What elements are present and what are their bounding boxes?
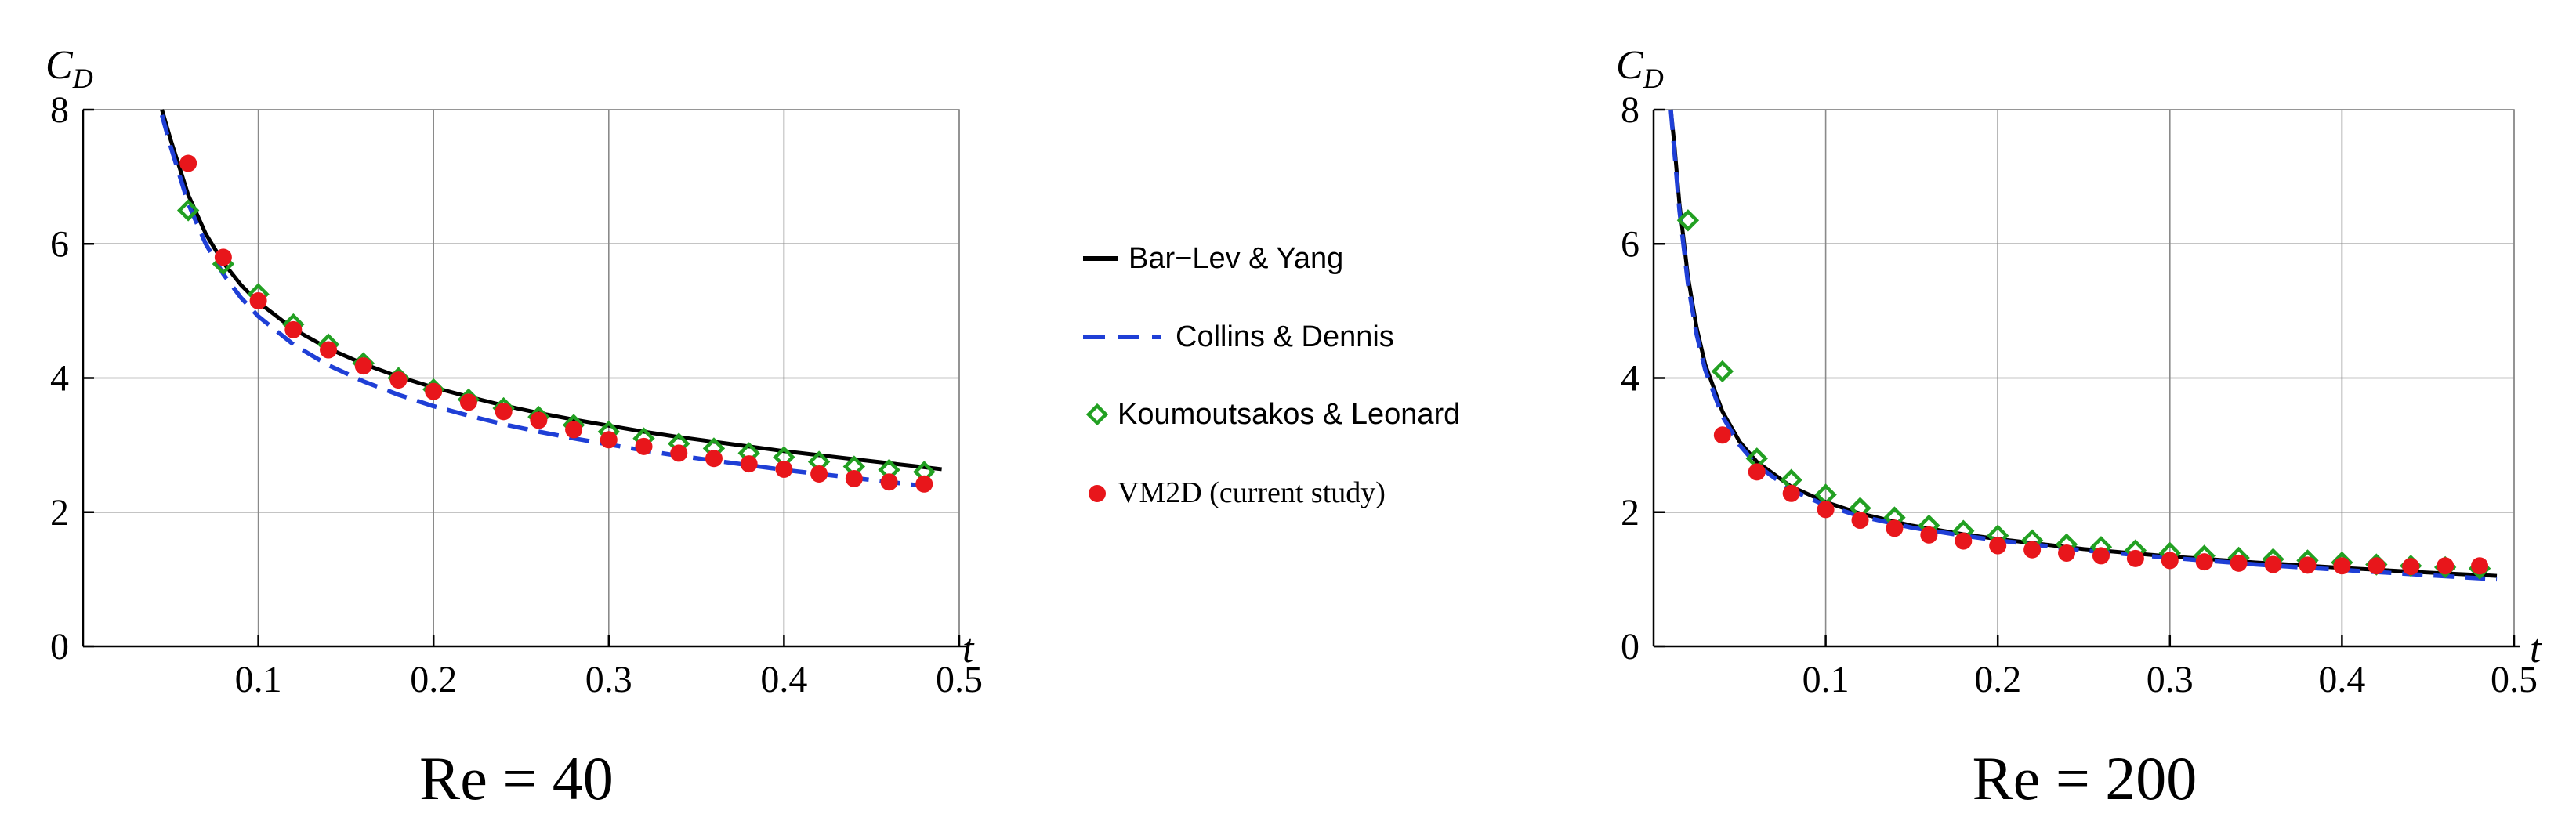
data-point-vm2d-current-study bbox=[249, 292, 267, 310]
data-point-vm2d-current-study bbox=[565, 421, 583, 439]
legend-item-bar-lev-yang: Bar−Lev & Yang bbox=[1083, 242, 1343, 275]
series-line-collins-dennis bbox=[159, 114, 942, 490]
data-point-vm2d-current-study bbox=[2264, 555, 2282, 573]
y-tick-label: 6 bbox=[1621, 223, 1639, 265]
data-point-vm2d-current-study bbox=[425, 382, 443, 400]
y-tick-label: 0 bbox=[50, 626, 69, 667]
data-point-vm2d-current-study bbox=[2230, 554, 2248, 572]
data-point-vm2d-current-study bbox=[880, 473, 898, 491]
x-tick-label: 0.3 bbox=[2147, 659, 2194, 700]
data-point-koumoutsakos-leonard bbox=[1676, 209, 1700, 232]
legend-label: Collins & Dennis bbox=[1176, 320, 1394, 353]
data-point-vm2d-current-study bbox=[2299, 556, 2317, 574]
y-tick-label: 4 bbox=[1621, 358, 1639, 400]
data-point-vm2d-current-study bbox=[179, 154, 197, 172]
plot-area: 0.1 0.2 0.3 0.4 0.5 0 2 4 6 8 bbox=[50, 89, 983, 700]
data-point-vm2d-current-study bbox=[740, 455, 758, 473]
y-tick-label: 2 bbox=[1621, 492, 1639, 534]
data-point-koumoutsakos-leonard bbox=[1711, 360, 1734, 383]
data-point-vm2d-current-study bbox=[354, 357, 372, 375]
legend-label: Koumoutsakos & Leonard bbox=[1118, 398, 1460, 431]
y-tick-label: 8 bbox=[1621, 89, 1639, 131]
plot-area: 0.1 0.2 0.3 0.4 0.5 0 2 4 6 8 bbox=[1621, 89, 2538, 700]
data-point-vm2d-current-study bbox=[600, 431, 618, 449]
x-tick-label: 0.4 bbox=[760, 659, 807, 700]
x-tick-label: 0.1 bbox=[235, 659, 282, 700]
data-point-vm2d-current-study bbox=[2368, 557, 2386, 575]
data-point-vm2d-current-study bbox=[2092, 547, 2110, 565]
legend-label: Bar−Lev & Yang bbox=[1129, 242, 1343, 275]
data-point-vm2d-current-study bbox=[2402, 558, 2420, 576]
data-point-vm2d-current-study bbox=[915, 475, 933, 493]
data-point-vm2d-current-study bbox=[775, 460, 793, 478]
data-point-vm2d-current-study bbox=[1886, 519, 1904, 537]
data-point-vm2d-current-study bbox=[1817, 501, 1835, 519]
y-tick-label: 6 bbox=[50, 223, 69, 265]
data-point-vm2d-current-study bbox=[2471, 557, 2489, 575]
data-point-vm2d-current-study bbox=[495, 403, 513, 421]
y-tick-label: 0 bbox=[1621, 626, 1639, 667]
data-point-vm2d-current-study bbox=[1955, 532, 1973, 550]
data-point-vm2d-current-study bbox=[2023, 541, 2042, 559]
data-point-vm2d-current-study bbox=[2333, 557, 2351, 575]
data-point-vm2d-current-study bbox=[1713, 426, 1731, 444]
y-axis-label: CD bbox=[45, 43, 93, 94]
legend-label: VM2D (current study) bbox=[1118, 476, 1386, 509]
y-tick-label: 8 bbox=[50, 89, 69, 131]
panel-caption: Re = 40 bbox=[419, 744, 614, 812]
chart-panel-re200: 0.1 0.2 0.3 0.4 0.5 0 2 4 6 8 CD t Re = 200 bbox=[1616, 43, 2542, 812]
data-point-vm2d-current-study bbox=[1920, 526, 1938, 544]
data-point-vm2d-current-study bbox=[670, 444, 688, 462]
data-point-vm2d-current-study bbox=[810, 465, 828, 483]
series-line-collins-dennis bbox=[1668, 109, 2498, 582]
y-tick-label: 2 bbox=[50, 492, 69, 534]
data-point-vm2d-current-study bbox=[845, 469, 863, 487]
data-point-vm2d-current-study bbox=[284, 320, 303, 338]
data-point-vm2d-current-study bbox=[1989, 537, 2007, 555]
chart-panel-re40: 0.1 0.2 0.3 0.4 0.5 0 2 4 6 8 CD t Re = 40 bbox=[45, 43, 983, 812]
x-tick-label: 0.5 bbox=[936, 659, 983, 700]
legend-marker-open-diamond bbox=[1085, 403, 1109, 426]
x-tick-label: 0.4 bbox=[2318, 659, 2365, 700]
data-point-vm2d-current-study bbox=[2195, 553, 2213, 571]
x-tick-label: 0.2 bbox=[410, 659, 457, 700]
data-point-vm2d-current-study bbox=[635, 437, 653, 455]
data-point-vm2d-current-study bbox=[1851, 512, 1869, 530]
legend: Bar−Lev & Yang Collins & Dennis Koumouts… bbox=[1083, 242, 1460, 509]
data-point-vm2d-current-study bbox=[2058, 544, 2076, 562]
x-tick-label: 0.1 bbox=[1802, 659, 1850, 700]
data-point-koumoutsakos-leonard bbox=[176, 199, 200, 222]
data-point-vm2d-current-study bbox=[1748, 463, 1766, 481]
x-axis-label: t bbox=[962, 627, 975, 671]
data-point-vm2d-current-study bbox=[459, 393, 477, 411]
panel-caption: Re = 200 bbox=[1973, 744, 2197, 812]
y-tick-label: 4 bbox=[50, 358, 69, 400]
legend-item-koumoutsakos-leonard: Koumoutsakos & Leonard bbox=[1085, 398, 1460, 431]
data-point-vm2d-current-study bbox=[2161, 552, 2179, 570]
x-tick-label: 0.2 bbox=[1974, 659, 2021, 700]
legend-item-collins-dennis: Collins & Dennis bbox=[1083, 320, 1394, 353]
x-tick-label: 0.5 bbox=[2491, 659, 2538, 700]
data-point-vm2d-current-study bbox=[705, 450, 723, 468]
data-point-vm2d-current-study bbox=[320, 341, 338, 359]
x-axis-label: t bbox=[2530, 627, 2542, 671]
legend-marker-filled-circle bbox=[1089, 485, 1106, 502]
data-point-vm2d-current-study bbox=[2126, 549, 2144, 567]
series-line-bar-lev-yang bbox=[1668, 109, 2498, 578]
data-point-vm2d-current-study bbox=[214, 248, 232, 266]
legend-item-vm2d: VM2D (current study) bbox=[1089, 476, 1386, 509]
x-tick-label: 0.3 bbox=[585, 659, 632, 700]
data-point-vm2d-current-study bbox=[530, 411, 548, 429]
series-line-bar-lev-yang bbox=[160, 109, 942, 472]
data-point-vm2d-current-study bbox=[1782, 484, 1800, 502]
y-axis-label: CD bbox=[1616, 43, 1664, 94]
data-point-vm2d-current-study bbox=[389, 371, 408, 389]
data-point-vm2d-current-study bbox=[2437, 557, 2455, 575]
